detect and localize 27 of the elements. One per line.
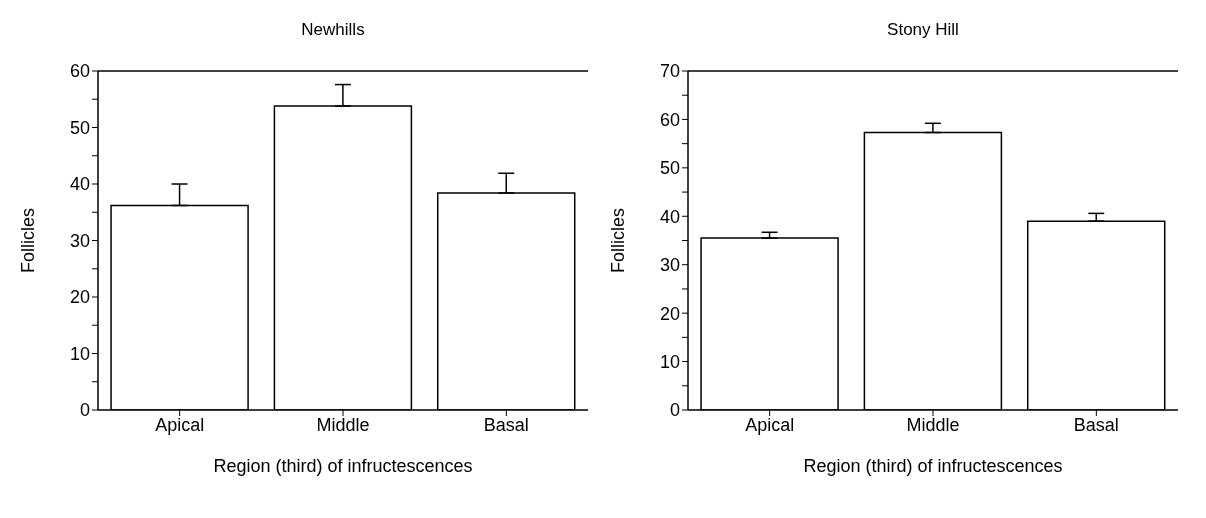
y-tick-label: 0 xyxy=(79,400,90,421)
y-tick-label: 60 xyxy=(69,61,90,82)
y-axis-title: Follicles xyxy=(608,207,629,274)
x-axis-title: Region (third) of infructescences xyxy=(213,456,473,476)
x-tick-label: Middle xyxy=(906,414,960,435)
y-tick-label: 60 xyxy=(659,109,680,130)
y-tick-label: 30 xyxy=(659,255,680,276)
y-tick-label: 10 xyxy=(69,343,90,364)
y-tick-label: 30 xyxy=(69,230,90,251)
x-tick-label: Apical xyxy=(155,414,205,435)
x-tick-label: Basal xyxy=(483,414,529,435)
chart-title: Stony Hill xyxy=(886,20,960,41)
x-tick-label: Middle xyxy=(316,414,370,435)
y-tick-label: 50 xyxy=(659,158,680,179)
y-tick-label: 50 xyxy=(69,117,90,138)
x-tick-label: Apical xyxy=(745,414,795,435)
y-tick-label: 70 xyxy=(659,61,680,82)
x-tick-label: Basal xyxy=(1073,414,1119,435)
y-tick-label: 20 xyxy=(659,303,680,324)
chart-title: Newhills xyxy=(300,20,366,41)
y-tick-label: 20 xyxy=(69,287,90,308)
y-axis-title: Follicles xyxy=(18,207,39,274)
y-tick-label: 0 xyxy=(669,400,680,421)
y-tick-label: 10 xyxy=(659,351,680,372)
y-tick-label: 40 xyxy=(659,206,680,227)
y-tick-label: 40 xyxy=(69,174,90,195)
x-axis-title: Region (third) of infructescences xyxy=(803,456,1063,476)
